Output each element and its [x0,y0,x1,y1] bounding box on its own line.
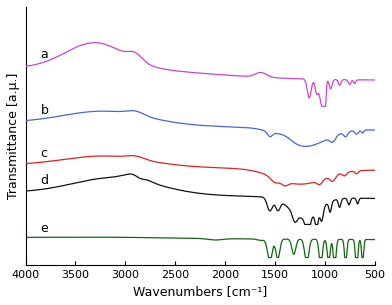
Text: a: a [40,48,48,61]
Y-axis label: Transmittance [a.μ.]: Transmittance [a.μ.] [7,73,20,199]
Text: c: c [40,147,47,160]
X-axis label: Wavenumbers [cm⁻¹]: Wavenumbers [cm⁻¹] [133,285,267,298]
Text: b: b [40,104,48,117]
Text: d: d [40,174,49,187]
Text: e: e [40,222,48,235]
